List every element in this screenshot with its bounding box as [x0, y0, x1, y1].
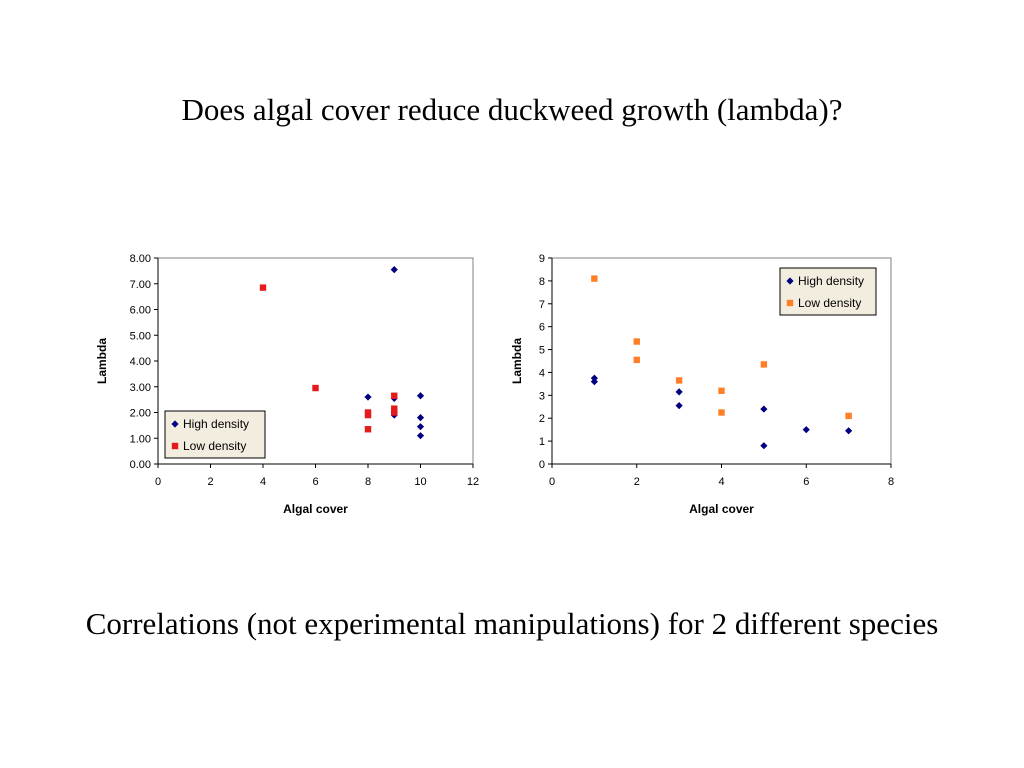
- y-tick-label: 4.00: [130, 356, 151, 368]
- x-axis-title: Algal cover: [689, 502, 754, 516]
- x-tick-label: 10: [414, 476, 426, 488]
- x-tick-label: 8: [365, 476, 371, 488]
- slide-caption: Correlations (not experimental manipulat…: [85, 606, 939, 641]
- series-low-density: [259, 284, 398, 433]
- x-tick-label: 0: [155, 476, 161, 488]
- data-point: [259, 284, 267, 291]
- y-tick-label: 3.00: [130, 382, 151, 394]
- legend-label: High density: [798, 274, 864, 288]
- y-axis: 0.00 1.00 2.00 3.00 4.00 5.00 6.00 7.00 8.00: [130, 253, 159, 471]
- y-tick-label: 9: [539, 253, 545, 265]
- x-axis: 0 2 4 6 8 10 12: [155, 463, 479, 488]
- data-point: [364, 426, 372, 433]
- x-axis: 0 2 4 6 8: [549, 463, 894, 488]
- x-tick-label: 6: [312, 476, 318, 488]
- y-tick-label: 0: [539, 459, 545, 471]
- data-point: [591, 275, 598, 282]
- legend-label: Low density: [183, 439, 246, 453]
- data-point: [391, 405, 398, 412]
- slide-title: Does algal cover reduce duckweed growth …: [181, 92, 843, 127]
- chart-right-high-low-density: 0 1 2 3 4 5 6 7 8 9 0 2 4 6 8 Algal cover Lambda High den…: [510, 253, 894, 516]
- x-tick-label: 0: [549, 476, 555, 488]
- y-tick-label: 4: [539, 367, 545, 379]
- y-tick-label: 8: [539, 276, 545, 288]
- data-point: [416, 392, 425, 400]
- y-axis: 0 1 2 3 4 5 6 7 8 9: [539, 253, 553, 471]
- legend-marker: [786, 277, 794, 285]
- y-tick-label: 1.00: [130, 433, 151, 445]
- y-tick-label: 8.00: [130, 253, 151, 265]
- x-tick-label: 4: [260, 476, 266, 488]
- data-point: [845, 412, 852, 420]
- y-axis-title: Lambda: [510, 338, 524, 384]
- data-point: [312, 384, 319, 392]
- x-tick-label: 2: [207, 476, 213, 488]
- legend-marker: [171, 420, 179, 428]
- y-tick-label: 2: [539, 413, 545, 425]
- legend-label: High density: [183, 417, 249, 431]
- y-tick-label: 7: [539, 299, 545, 311]
- legend-marker: [171, 442, 179, 450]
- data-point: [718, 409, 725, 416]
- series-low-density: [591, 275, 852, 420]
- x-tick-label: 4: [718, 476, 724, 488]
- legend: High density Low density: [164, 410, 266, 459]
- data-point: [391, 392, 398, 399]
- y-tick-label: 1: [539, 436, 545, 448]
- y-axis-title: Lambda: [95, 338, 109, 384]
- x-axis-title: Algal cover: [283, 502, 348, 516]
- data-point: [364, 411, 372, 419]
- data-point: [718, 387, 725, 394]
- data-point: [633, 338, 640, 345]
- x-tick-label: 8: [888, 476, 894, 488]
- y-tick-label: 6: [539, 322, 545, 334]
- data-point: [364, 393, 372, 401]
- y-tick-label: 7.00: [130, 279, 151, 291]
- x-tick-label: 12: [467, 476, 479, 488]
- y-tick-label: 0.00: [130, 459, 151, 471]
- legend-label: Low density: [798, 296, 861, 310]
- data-point: [675, 377, 683, 384]
- y-tick-label: 6.00: [130, 305, 151, 317]
- data-point: [760, 361, 768, 368]
- y-tick-label: 2.00: [130, 408, 151, 420]
- y-tick-label: 5.00: [130, 330, 151, 342]
- legend: High density Low density: [779, 267, 877, 316]
- data-point: [416, 432, 425, 440]
- legend-marker: [786, 299, 794, 307]
- data-point: [633, 356, 640, 364]
- x-tick-label: 6: [803, 476, 809, 488]
- data-point: [391, 409, 398, 416]
- legend-box: [779, 267, 877, 316]
- legend-box: [164, 410, 266, 459]
- y-tick-label: 3: [539, 390, 545, 402]
- y-tick-label: 5: [539, 345, 545, 357]
- x-tick-label: 2: [634, 476, 640, 488]
- chart-left-high-low-density: 0.00 1.00 2.00 3.00 4.00 5.00 6.00 7.00 8.00 0 2 4 6…: [95, 253, 479, 516]
